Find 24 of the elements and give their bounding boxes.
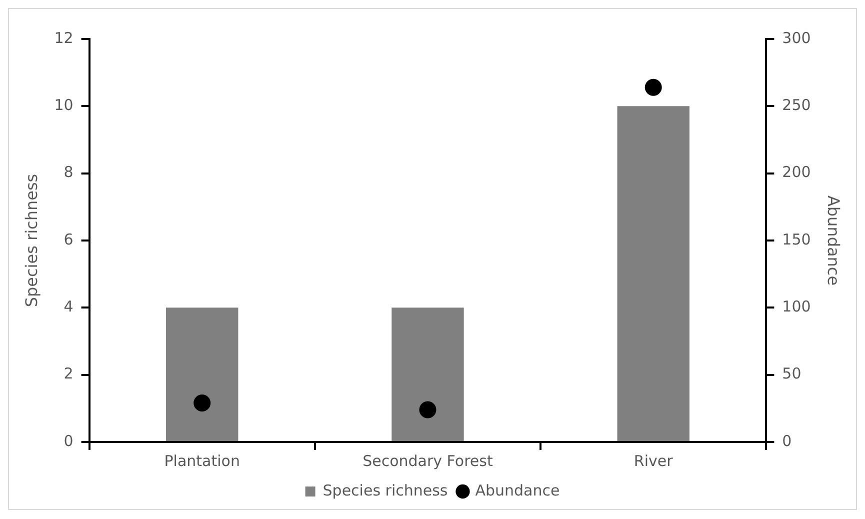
- y2-tick-label: 300: [782, 28, 811, 47]
- point: [644, 78, 662, 96]
- y2-tick-label: 100: [782, 298, 811, 316]
- y-axis-title: Species richness: [22, 174, 41, 308]
- point: [194, 394, 211, 412]
- y2-tick-label: 200: [782, 163, 811, 182]
- legend-label: Species richness: [322, 481, 448, 500]
- y2-tick-label: 150: [782, 230, 811, 248]
- point: [419, 401, 436, 418]
- y2-tick-label: 50: [782, 364, 802, 383]
- x-tick-label: River: [634, 452, 674, 470]
- y2-axis-title: Abundance: [824, 195, 844, 286]
- y-tick-label: 2: [64, 364, 74, 383]
- y-tick-label: 8: [64, 163, 74, 182]
- y-tick-label: 10: [54, 96, 74, 114]
- y-tick-label: 0: [64, 432, 74, 450]
- y-tick-label: 6: [64, 230, 74, 248]
- x-tick-label: Secondary Forest: [362, 452, 493, 470]
- legend-label: Abundance: [475, 481, 560, 500]
- y2-tick-label: 250: [782, 96, 811, 114]
- y2-tick-label: 0: [782, 432, 792, 450]
- x-tick-label: Plantation: [164, 452, 240, 470]
- y-tick-label: 12: [54, 28, 74, 47]
- y-tick-label: 4: [64, 298, 74, 316]
